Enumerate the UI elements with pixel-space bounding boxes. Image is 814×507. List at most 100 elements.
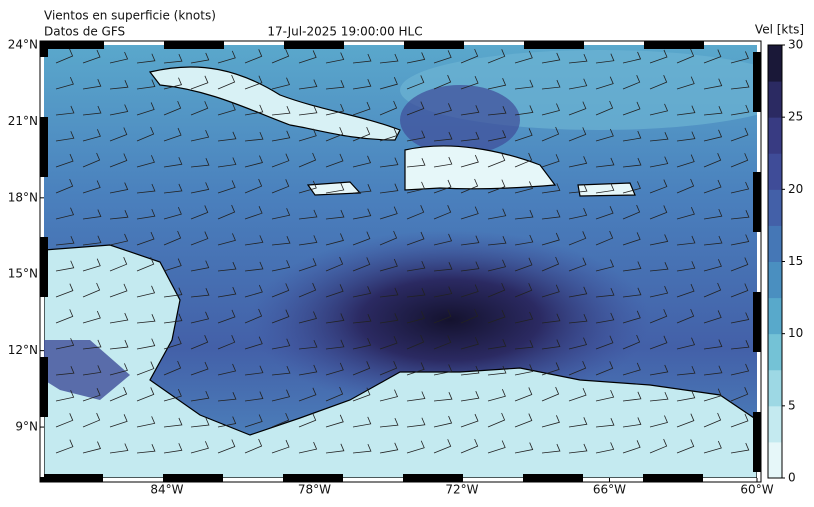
wind-barb: [190, 158, 210, 168]
wind-barb: [487, 235, 507, 246]
wind-barb: [622, 75, 641, 90]
wind-barb: [217, 74, 236, 90]
colorbar-tick-label: 5: [788, 398, 796, 412]
wind-barb: [271, 260, 291, 272]
lat-tick-label: 21°N: [8, 114, 38, 128]
wind-barb: [595, 76, 614, 90]
lat-tick-label: 12°N: [8, 343, 38, 357]
wind-barb: [163, 443, 183, 454]
wind-barb: [730, 340, 750, 350]
wind-barb: [271, 389, 291, 402]
wind-barb: [379, 157, 399, 168]
wind-barb: [433, 179, 452, 194]
wind-barb: [487, 78, 507, 90]
wind-barb: [433, 439, 452, 454]
wind-barb: [109, 414, 128, 428]
wind-barb: [676, 48, 695, 64]
wind-barb: [298, 79, 318, 90]
wind-barb: [217, 439, 236, 454]
wind-barb: [622, 101, 641, 116]
wind-barb: [487, 282, 506, 298]
wind-barb: [352, 286, 372, 298]
wind-barb: [406, 417, 426, 428]
wind-barb: [568, 337, 588, 350]
wind-barb: [379, 442, 399, 454]
wind-barb: [217, 309, 236, 324]
wind-barb: [487, 365, 507, 376]
wind-barb: [190, 205, 209, 220]
wind-barb: [433, 74, 452, 90]
wind-barb: [595, 53, 615, 64]
wind-barb: [541, 126, 560, 142]
wind-barb: [244, 261, 264, 272]
lon-tick-label: 66°W: [593, 483, 626, 497]
wind-barb: [514, 442, 534, 454]
wind-barb: [676, 261, 696, 272]
wind-barb: [514, 152, 533, 168]
wind-barb: [136, 314, 156, 324]
wind-barb: [622, 232, 641, 246]
wind-barb: [190, 129, 210, 142]
wind-barb: [217, 50, 236, 64]
wind-barb: [352, 101, 371, 116]
wind-barb: [595, 183, 615, 194]
wind-barb: [730, 387, 749, 402]
wind-barb: [217, 286, 237, 298]
wind-barb: [649, 262, 669, 272]
wind-barb: [649, 415, 668, 428]
wind-barb: [622, 310, 641, 324]
wind-barb: [82, 282, 101, 298]
wind-barb: [487, 412, 506, 428]
wind-barb: [325, 284, 344, 298]
lat-tick-label: 9°N: [15, 420, 38, 434]
wind-barb: [568, 443, 588, 454]
wind-barb: [136, 53, 156, 64]
wind-barb: [298, 105, 318, 116]
map-subtitle: Datos de GFS: [44, 25, 125, 39]
wind-barb: [136, 102, 155, 116]
wind-barb: [730, 312, 750, 324]
wind-barb: [55, 309, 74, 324]
colorbar-swatch: [768, 81, 782, 118]
wind-barb: [271, 105, 291, 116]
wind-barb: [622, 417, 642, 428]
wind-barb: [514, 340, 534, 350]
wind-barb: [271, 283, 290, 298]
wind-barb: [514, 413, 533, 428]
wind-barb: [676, 283, 695, 298]
wind-barb: [730, 413, 749, 428]
colorbar-swatch: [768, 297, 782, 335]
wind-barb: [541, 339, 561, 350]
wind-barb: [136, 231, 155, 246]
wind-barb: [244, 178, 263, 194]
wind-barb: [406, 181, 426, 194]
wind-barb: [460, 365, 480, 376]
wind-barb: [541, 154, 560, 168]
wind-barb: [190, 441, 209, 454]
wind-barb: [487, 440, 506, 454]
wind-barb: [379, 230, 398, 246]
colorbar: 0 5 10 15 20 25 30: [767, 38, 803, 485]
wind-barb: [406, 75, 425, 90]
wind-barb: [136, 387, 155, 402]
wind-barb: [649, 335, 668, 350]
wind-barb: [217, 102, 236, 116]
wind-barb: [514, 364, 534, 376]
wind-barb: [460, 131, 480, 142]
wind-barb: [703, 412, 722, 428]
wind-barb: [244, 206, 263, 220]
wind-barb: [190, 335, 209, 350]
wind-barb: [217, 392, 237, 402]
wind-barb: [325, 80, 345, 90]
wind-barb: [541, 256, 560, 272]
wind-barb: [109, 339, 129, 350]
wind-barb: [514, 283, 533, 298]
wind-barb: [676, 235, 696, 246]
wind-barb: [217, 204, 236, 220]
wind-barb: [676, 390, 696, 402]
wind-barb: [703, 153, 722, 168]
wind-barb: [298, 441, 318, 454]
wind-barb: [622, 181, 641, 194]
wind-barb: [730, 181, 750, 194]
wind-barb: [109, 210, 129, 220]
